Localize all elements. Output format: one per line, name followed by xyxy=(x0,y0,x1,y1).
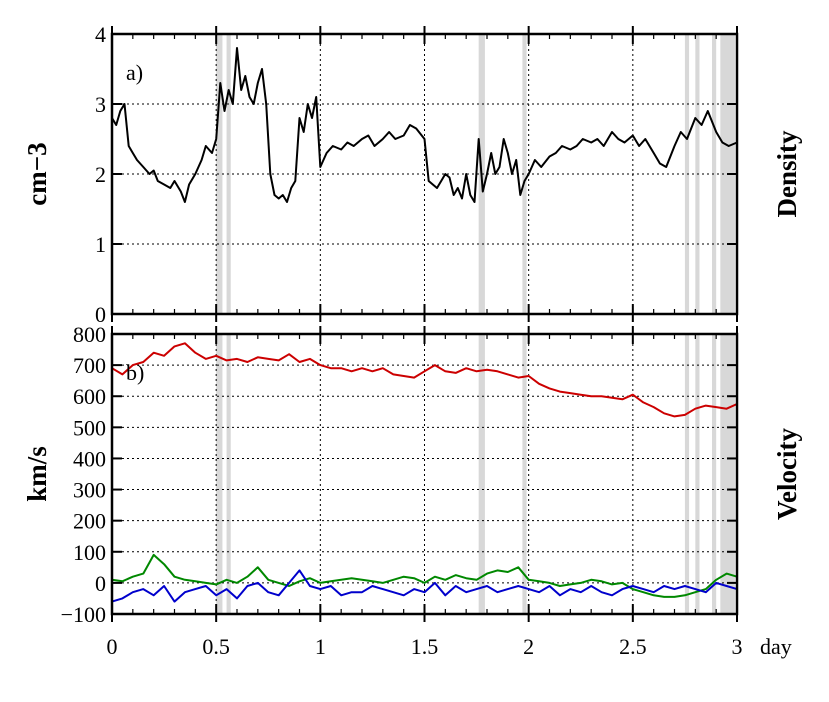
density-ticks: 0 1 2 3 4 xyxy=(95,22,738,327)
velocity-right-label: Velocity xyxy=(772,428,802,520)
velocity-shaded-interval xyxy=(226,334,231,614)
density-gridlines xyxy=(112,34,737,314)
velocity-x-tick-label: 3 xyxy=(732,634,743,659)
velocity-y-tick-label: 600 xyxy=(73,384,106,409)
velocity-x-tick-label: 0 xyxy=(107,634,118,659)
velocity-shaded-interval xyxy=(216,334,223,614)
velocity-y-tick-label: 300 xyxy=(73,478,106,503)
velocity-y-tick-label: 500 xyxy=(73,415,106,440)
velocity-x-tick-label: 2 xyxy=(523,634,534,659)
velocity-x-tick-label: 0.5 xyxy=(202,634,230,659)
velocity-y-tick-label: 800 xyxy=(73,322,106,347)
velocity-series-line-2 xyxy=(111,569,738,603)
velocity-x-axis-label: day xyxy=(760,634,792,659)
density-panel-label: a) xyxy=(126,60,143,85)
density-series-line-0 xyxy=(111,47,738,203)
velocity-shaded-interval xyxy=(522,334,527,614)
velocity-shaded-interval xyxy=(720,334,735,614)
velocity-y-tick-label: 400 xyxy=(73,446,106,471)
velocity-y-tick-label: 700 xyxy=(73,353,106,378)
density-y-axis-label: cm−3 xyxy=(22,142,52,205)
velocity-y-tick-label: 0 xyxy=(95,571,106,596)
velocity-x-tick-label: 2.5 xyxy=(619,634,647,659)
density-y-tick-label: 2 xyxy=(95,162,106,187)
velocity-y-axis-label: km/s xyxy=(22,446,52,502)
velocity-gridlines xyxy=(112,334,737,614)
density-y-tick-label: 4 xyxy=(95,22,106,47)
velocity-x-tick-label: 1.5 xyxy=(411,634,439,659)
density-shaded-interval xyxy=(216,34,223,314)
velocity-y-tick-label: 200 xyxy=(73,509,106,534)
density-y-tick-label: 1 xyxy=(95,232,106,257)
velocity-shaded-interval xyxy=(684,334,690,614)
velocity-shaded-intervals xyxy=(216,334,735,614)
density-right-label: Density xyxy=(772,130,802,217)
velocity-x-tick-label: 1 xyxy=(315,634,326,659)
density-shaded-interval xyxy=(522,34,527,314)
velocity-panel-label: b) xyxy=(126,360,144,385)
velocity-series-line-0 xyxy=(111,342,738,418)
density-y-tick-label: 0 xyxy=(95,302,106,327)
density-y-tick-label: 3 xyxy=(95,92,106,117)
velocity-shaded-interval xyxy=(478,334,485,614)
velocity-shaded-interval xyxy=(712,334,717,614)
velocity-series-line-1 xyxy=(111,553,738,598)
density-series xyxy=(111,47,738,203)
velocity-y-tick-label: 100 xyxy=(73,540,106,565)
velocity-shaded-interval xyxy=(695,334,700,614)
velocity-series xyxy=(111,342,738,603)
density-shaded-interval xyxy=(712,34,717,314)
velocity-y-tick-label: −100 xyxy=(61,602,106,627)
density-panel: 0 1 2 3 4 a) cm−3 Density xyxy=(22,22,802,327)
